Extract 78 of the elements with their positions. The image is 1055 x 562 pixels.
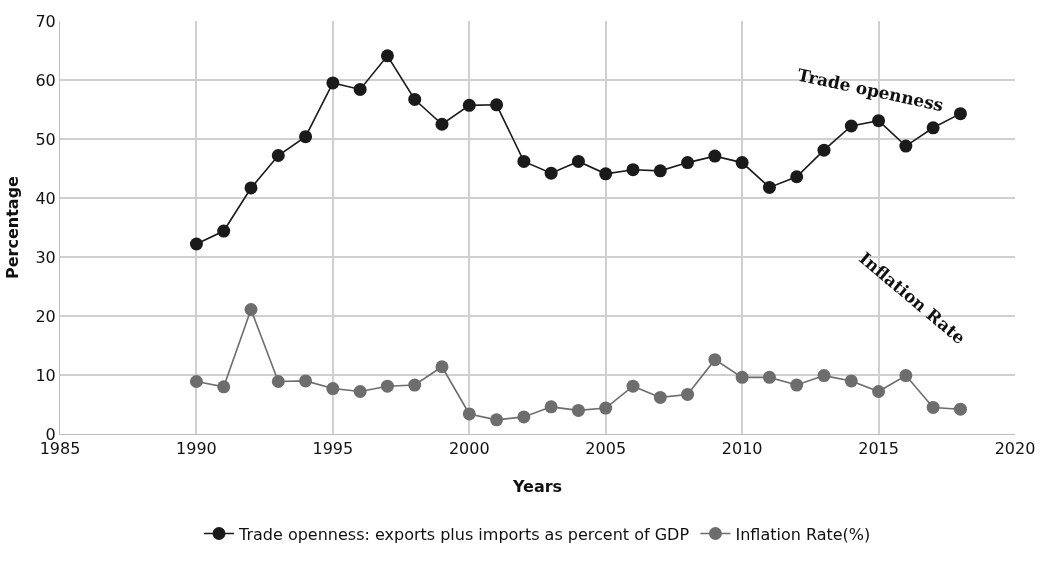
- point: [681, 156, 695, 170]
- point: [599, 401, 613, 415]
- y-tick-label: 30: [35, 247, 56, 267]
- point: [244, 303, 258, 316]
- point: [926, 400, 940, 414]
- legend-label: Inflation Rate(%): [735, 524, 871, 544]
- x-tick-label: 2005: [585, 439, 627, 459]
- x-tick-label: 1995: [312, 439, 354, 459]
- point: [326, 76, 340, 90]
- annotation: Trade openness: [795, 64, 946, 116]
- y-tick-label: 70: [35, 11, 56, 31]
- point: [217, 224, 231, 238]
- point: [271, 149, 285, 163]
- point: [708, 149, 722, 163]
- point: [408, 92, 422, 106]
- point: [762, 180, 776, 194]
- point: [953, 402, 967, 416]
- point: [899, 139, 913, 153]
- point: [380, 49, 394, 63]
- x-tick-label: 1985: [39, 439, 81, 459]
- point: [217, 380, 231, 394]
- point: [462, 98, 476, 112]
- y-tick-label: 10: [35, 365, 56, 385]
- point: [599, 167, 613, 181]
- point: [953, 107, 967, 121]
- x-tick-label: 2010: [721, 439, 763, 459]
- x-tick-label: 2020: [994, 439, 1036, 459]
- point: [899, 369, 913, 383]
- point: [435, 360, 449, 374]
- point: [271, 374, 285, 388]
- point: [517, 410, 531, 424]
- point: [189, 374, 203, 388]
- point: [299, 374, 313, 388]
- point: [653, 164, 667, 178]
- point: [462, 407, 476, 421]
- point: [790, 378, 804, 392]
- point: [517, 154, 531, 168]
- point: [872, 114, 886, 128]
- y-tick-label: 50: [35, 129, 56, 149]
- point: [544, 400, 558, 414]
- point: [872, 385, 886, 399]
- point: [653, 390, 667, 404]
- point: [244, 181, 258, 195]
- x-tick-label: 2000: [448, 439, 490, 459]
- point: [844, 119, 858, 133]
- point: [626, 163, 640, 177]
- point: [926, 121, 940, 135]
- point: [681, 387, 695, 401]
- x-tick-label: 2015: [858, 439, 899, 459]
- point: [299, 130, 313, 144]
- point: [408, 378, 422, 392]
- point: [435, 117, 449, 131]
- y-axis-title: Percentage: [3, 175, 22, 279]
- point: [708, 353, 722, 367]
- point: [326, 382, 340, 396]
- point: [735, 156, 749, 170]
- point: [762, 370, 776, 384]
- x-tick-label: 1990: [176, 439, 217, 459]
- y-tick-label: 40: [35, 188, 56, 208]
- point: [544, 166, 558, 180]
- point: [735, 370, 749, 384]
- point: [817, 369, 831, 383]
- point: [626, 379, 640, 393]
- legend-label: Trade openness: exports plus imports as percent of GDP: [238, 524, 690, 544]
- point: [817, 143, 831, 157]
- point: [353, 82, 367, 96]
- y-tick-label: 20: [35, 306, 56, 326]
- point: [571, 154, 585, 168]
- point: [844, 374, 858, 388]
- point: [189, 237, 203, 251]
- point: [490, 413, 504, 427]
- point: [490, 98, 504, 112]
- point: [790, 170, 804, 184]
- x-axis-title: Years: [511, 477, 563, 496]
- point: [353, 385, 367, 399]
- point: [380, 379, 394, 393]
- point: [571, 403, 585, 417]
- y-tick-label: 60: [35, 70, 56, 90]
